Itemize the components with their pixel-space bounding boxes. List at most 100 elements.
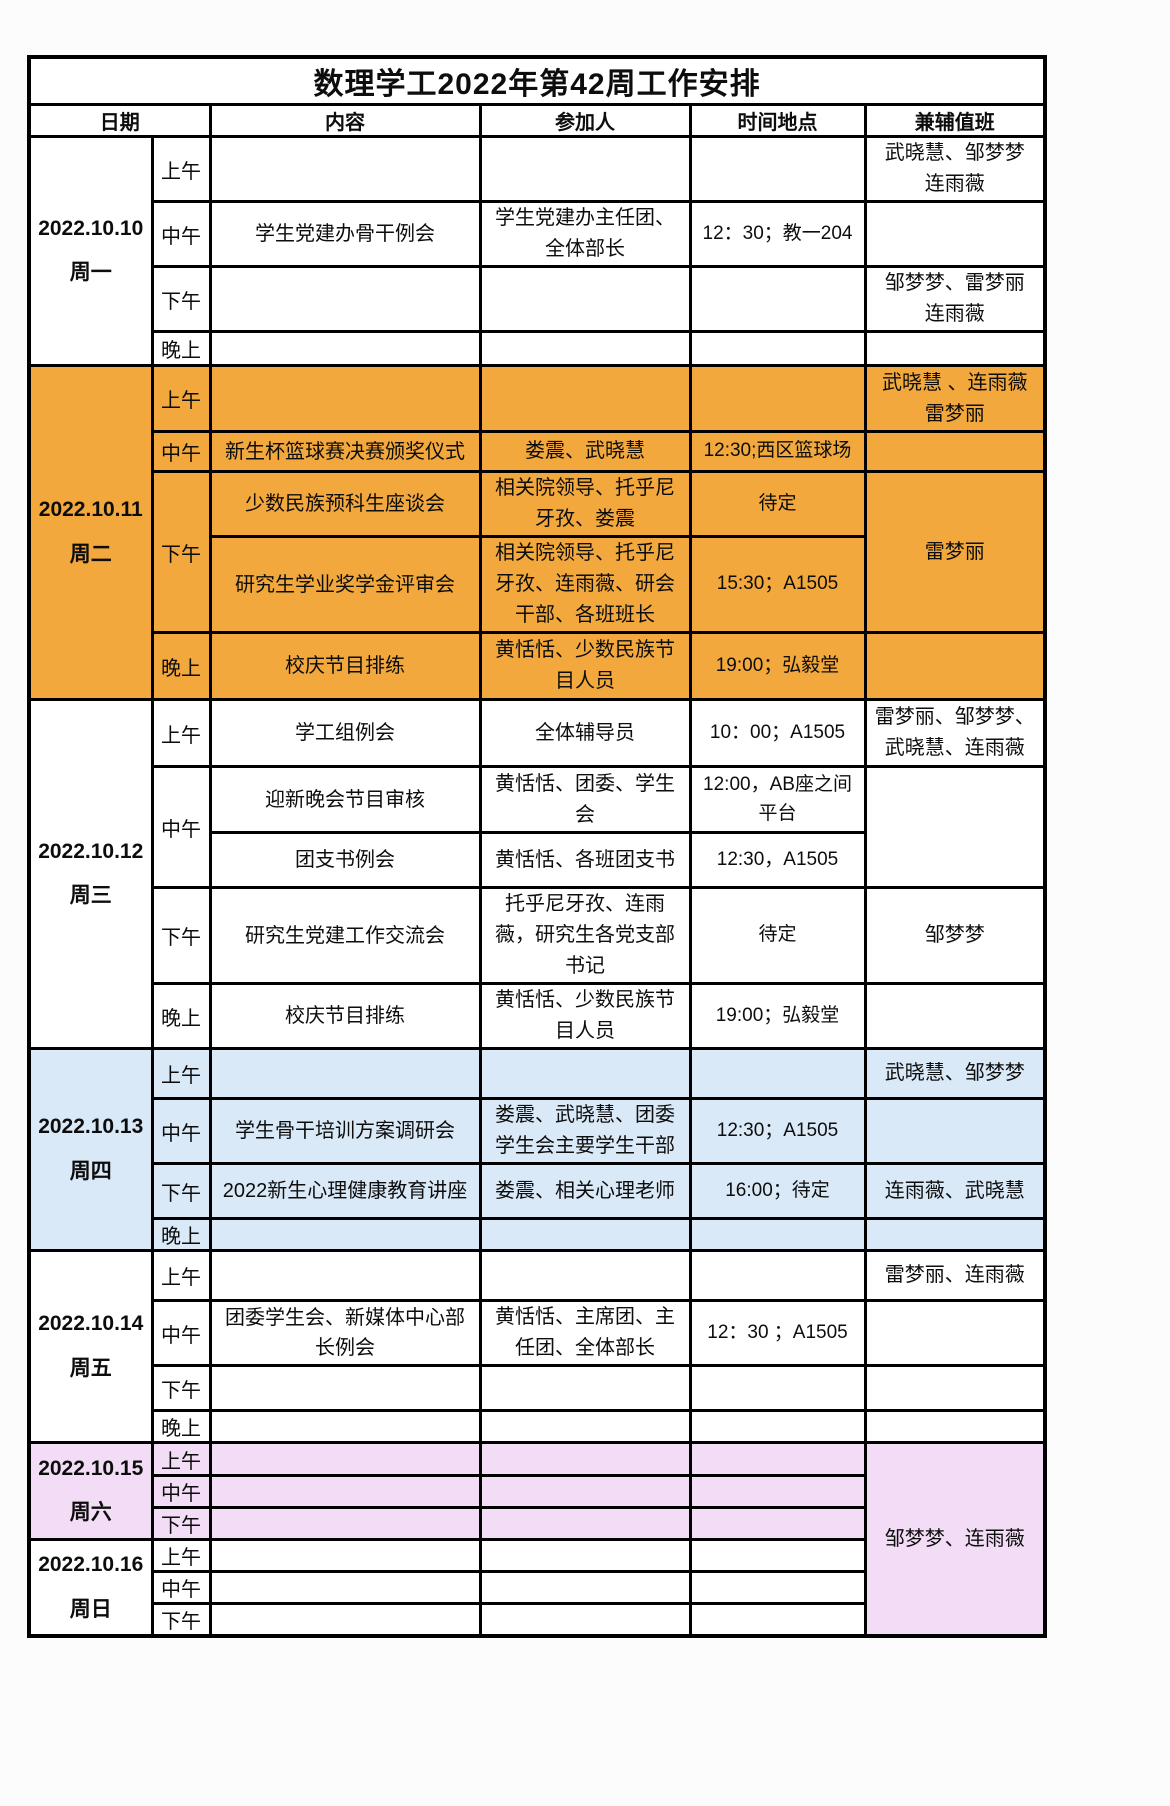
time-cell bbox=[688, 1474, 867, 1509]
time-cell: 待定 bbox=[688, 470, 867, 538]
duty-cell bbox=[863, 1097, 1047, 1165]
participants-cell bbox=[478, 265, 692, 333]
period-cell: 下午 bbox=[150, 886, 212, 985]
content-cell: 学工组例会 bbox=[208, 698, 482, 768]
content-cell bbox=[208, 1538, 482, 1573]
period-cell: 下午 bbox=[150, 1506, 212, 1541]
duty-cell: 邹梦梦 bbox=[863, 886, 1047, 985]
time-cell: 12：30；教一204 bbox=[688, 200, 867, 268]
period-cell: 上午 bbox=[150, 1047, 212, 1100]
time-cell bbox=[688, 1217, 867, 1252]
date-cell: 2022.10.16 周日 bbox=[27, 1538, 154, 1638]
duty-cell bbox=[863, 1364, 1047, 1412]
weekday-label: 周二 bbox=[69, 542, 112, 566]
participants-cell bbox=[478, 1409, 692, 1444]
period-cell: 中午 bbox=[150, 1474, 212, 1509]
date-cell: 2022.10.10 周一 bbox=[27, 135, 154, 367]
participants-cell bbox=[478, 1249, 692, 1302]
period-cell: 中午 bbox=[150, 1299, 212, 1367]
content-cell bbox=[208, 330, 482, 367]
duty-cell: 连雨薇、武晓慧 bbox=[863, 1162, 1047, 1220]
duty-cell bbox=[863, 330, 1047, 367]
duty-cell: 雷梦丽、邹梦梦、 武晓慧、连雨薇 bbox=[863, 698, 1047, 768]
date-label: 2022.10.11 bbox=[38, 498, 143, 522]
content-cell: 2022新生心理健康教育讲座 bbox=[208, 1162, 482, 1220]
duty-cell bbox=[863, 1299, 1047, 1367]
date-label: 2022.10.16 bbox=[38, 1553, 144, 1577]
time-cell bbox=[688, 1364, 867, 1412]
content-cell bbox=[208, 364, 482, 433]
content-cell bbox=[208, 1506, 482, 1541]
date-label: 2022.10.13 bbox=[38, 1115, 144, 1139]
period-cell: 下午 bbox=[150, 1364, 212, 1412]
date-label: 2022.10.12 bbox=[38, 839, 144, 863]
content-cell bbox=[208, 1249, 482, 1302]
column-header-date: 日期 bbox=[27, 103, 212, 138]
time-cell: 12：30 ；A1505 bbox=[688, 1299, 867, 1367]
period-cell: 中午 bbox=[150, 430, 212, 473]
period-cell: 晚上 bbox=[150, 631, 212, 701]
weekday-label: 周日 bbox=[69, 1597, 112, 1621]
period-cell: 中午 bbox=[150, 765, 212, 889]
content-cell: 学生党建办骨干例会 bbox=[208, 200, 482, 268]
duty-cell: 邹梦梦、雷梦丽 连雨薇 bbox=[863, 265, 1047, 333]
duty-cell bbox=[863, 631, 1047, 701]
period-cell: 下午 bbox=[150, 1602, 212, 1638]
content-cell bbox=[208, 1602, 482, 1638]
time-cell: 待定 bbox=[688, 886, 867, 985]
date-cell: 2022.10.14 周五 bbox=[27, 1249, 154, 1444]
content-cell: 少数民族预科生座谈会 bbox=[208, 470, 482, 538]
time-cell: 15:30；A1505 bbox=[688, 535, 867, 634]
content-cell bbox=[208, 1217, 482, 1252]
content-cell bbox=[208, 1364, 482, 1412]
participants-cell bbox=[478, 364, 692, 433]
time-cell bbox=[688, 330, 867, 367]
content-cell: 学生骨干培训方案调研会 bbox=[208, 1097, 482, 1165]
participants-cell bbox=[478, 1047, 692, 1100]
date-label: 2022.10.15 bbox=[38, 1456, 144, 1480]
content-cell: 团支书例会 bbox=[208, 831, 482, 889]
content-cell bbox=[208, 1047, 482, 1100]
participants-cell bbox=[478, 1570, 692, 1605]
time-cell bbox=[688, 265, 867, 333]
date-label: 2022.10.14 bbox=[38, 1312, 144, 1336]
column-header-duty: 兼辅值班 bbox=[863, 103, 1047, 138]
period-cell: 上午 bbox=[150, 364, 212, 433]
content-cell bbox=[208, 1441, 482, 1477]
table-title: 数理学工2022年第42周工作安排 bbox=[27, 55, 1047, 106]
time-cell bbox=[688, 1249, 867, 1302]
time-cell bbox=[688, 135, 867, 203]
participants-cell: 相关院领导、托乎尼 牙孜、娄震 bbox=[478, 470, 692, 538]
participants-cell bbox=[478, 330, 692, 367]
content-cell: 校庆节目排练 bbox=[208, 631, 482, 701]
time-cell: 12:00，AB座之间 平台 bbox=[688, 765, 867, 834]
period-cell: 晚上 bbox=[150, 330, 212, 367]
weekday-label: 周五 bbox=[69, 1356, 112, 1380]
period-cell: 下午 bbox=[150, 470, 212, 634]
schedule-table: 数理学工2022年第42周工作安排 日期 内容 参加人 时间地点 兼辅值班 20… bbox=[27, 55, 1048, 1638]
participants-cell: 黄恬恬、主席团、主 任团、全体部长 bbox=[478, 1299, 692, 1367]
weekday-label: 周三 bbox=[69, 884, 112, 907]
duty-cell: 武晓慧 、连雨薇 雷梦丽 bbox=[863, 364, 1047, 433]
period-cell: 上午 bbox=[150, 1538, 212, 1573]
participants-cell bbox=[478, 1217, 692, 1252]
time-cell: 16:00；待定 bbox=[688, 1162, 867, 1220]
participants-cell bbox=[478, 1538, 692, 1573]
content-cell bbox=[208, 135, 482, 203]
date-cell: 2022.10.15 周六 bbox=[27, 1441, 154, 1541]
duty-cell: 雷梦丽 bbox=[863, 470, 1047, 634]
participants-cell bbox=[478, 1506, 692, 1541]
period-cell: 中午 bbox=[150, 200, 212, 268]
period-cell: 晚上 bbox=[150, 1409, 212, 1444]
participants-cell: 黄恬恬、各班团支书 bbox=[478, 831, 692, 889]
period-cell: 上午 bbox=[150, 1441, 212, 1477]
content-cell: 研究生党建工作交流会 bbox=[208, 886, 482, 985]
content-cell bbox=[208, 265, 482, 333]
date-cell: 2022.10.12 周三 bbox=[27, 698, 154, 1050]
participants-cell bbox=[478, 135, 692, 203]
date-cell: 2022.10.13 周四 bbox=[27, 1047, 154, 1252]
content-cell: 迎新晚会节目审核 bbox=[208, 765, 482, 834]
period-cell: 下午 bbox=[150, 1162, 212, 1220]
participants-cell bbox=[478, 1602, 692, 1638]
participants-cell: 学生党建办主任团、 全体部长 bbox=[478, 200, 692, 268]
